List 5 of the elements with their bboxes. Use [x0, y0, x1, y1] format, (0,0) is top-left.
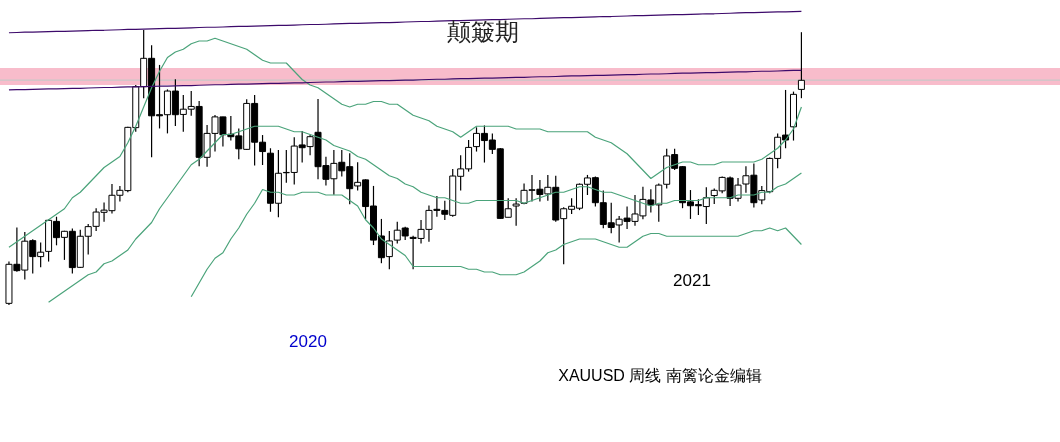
- annotation: 2021: [673, 271, 711, 290]
- candlestick: [797, 31, 805, 99]
- annotation: 颠簸期: [447, 18, 519, 46]
- text: XAUUSD 周线 南篱论金编辑: [558, 367, 762, 384]
- text: 2020: [289, 332, 327, 351]
